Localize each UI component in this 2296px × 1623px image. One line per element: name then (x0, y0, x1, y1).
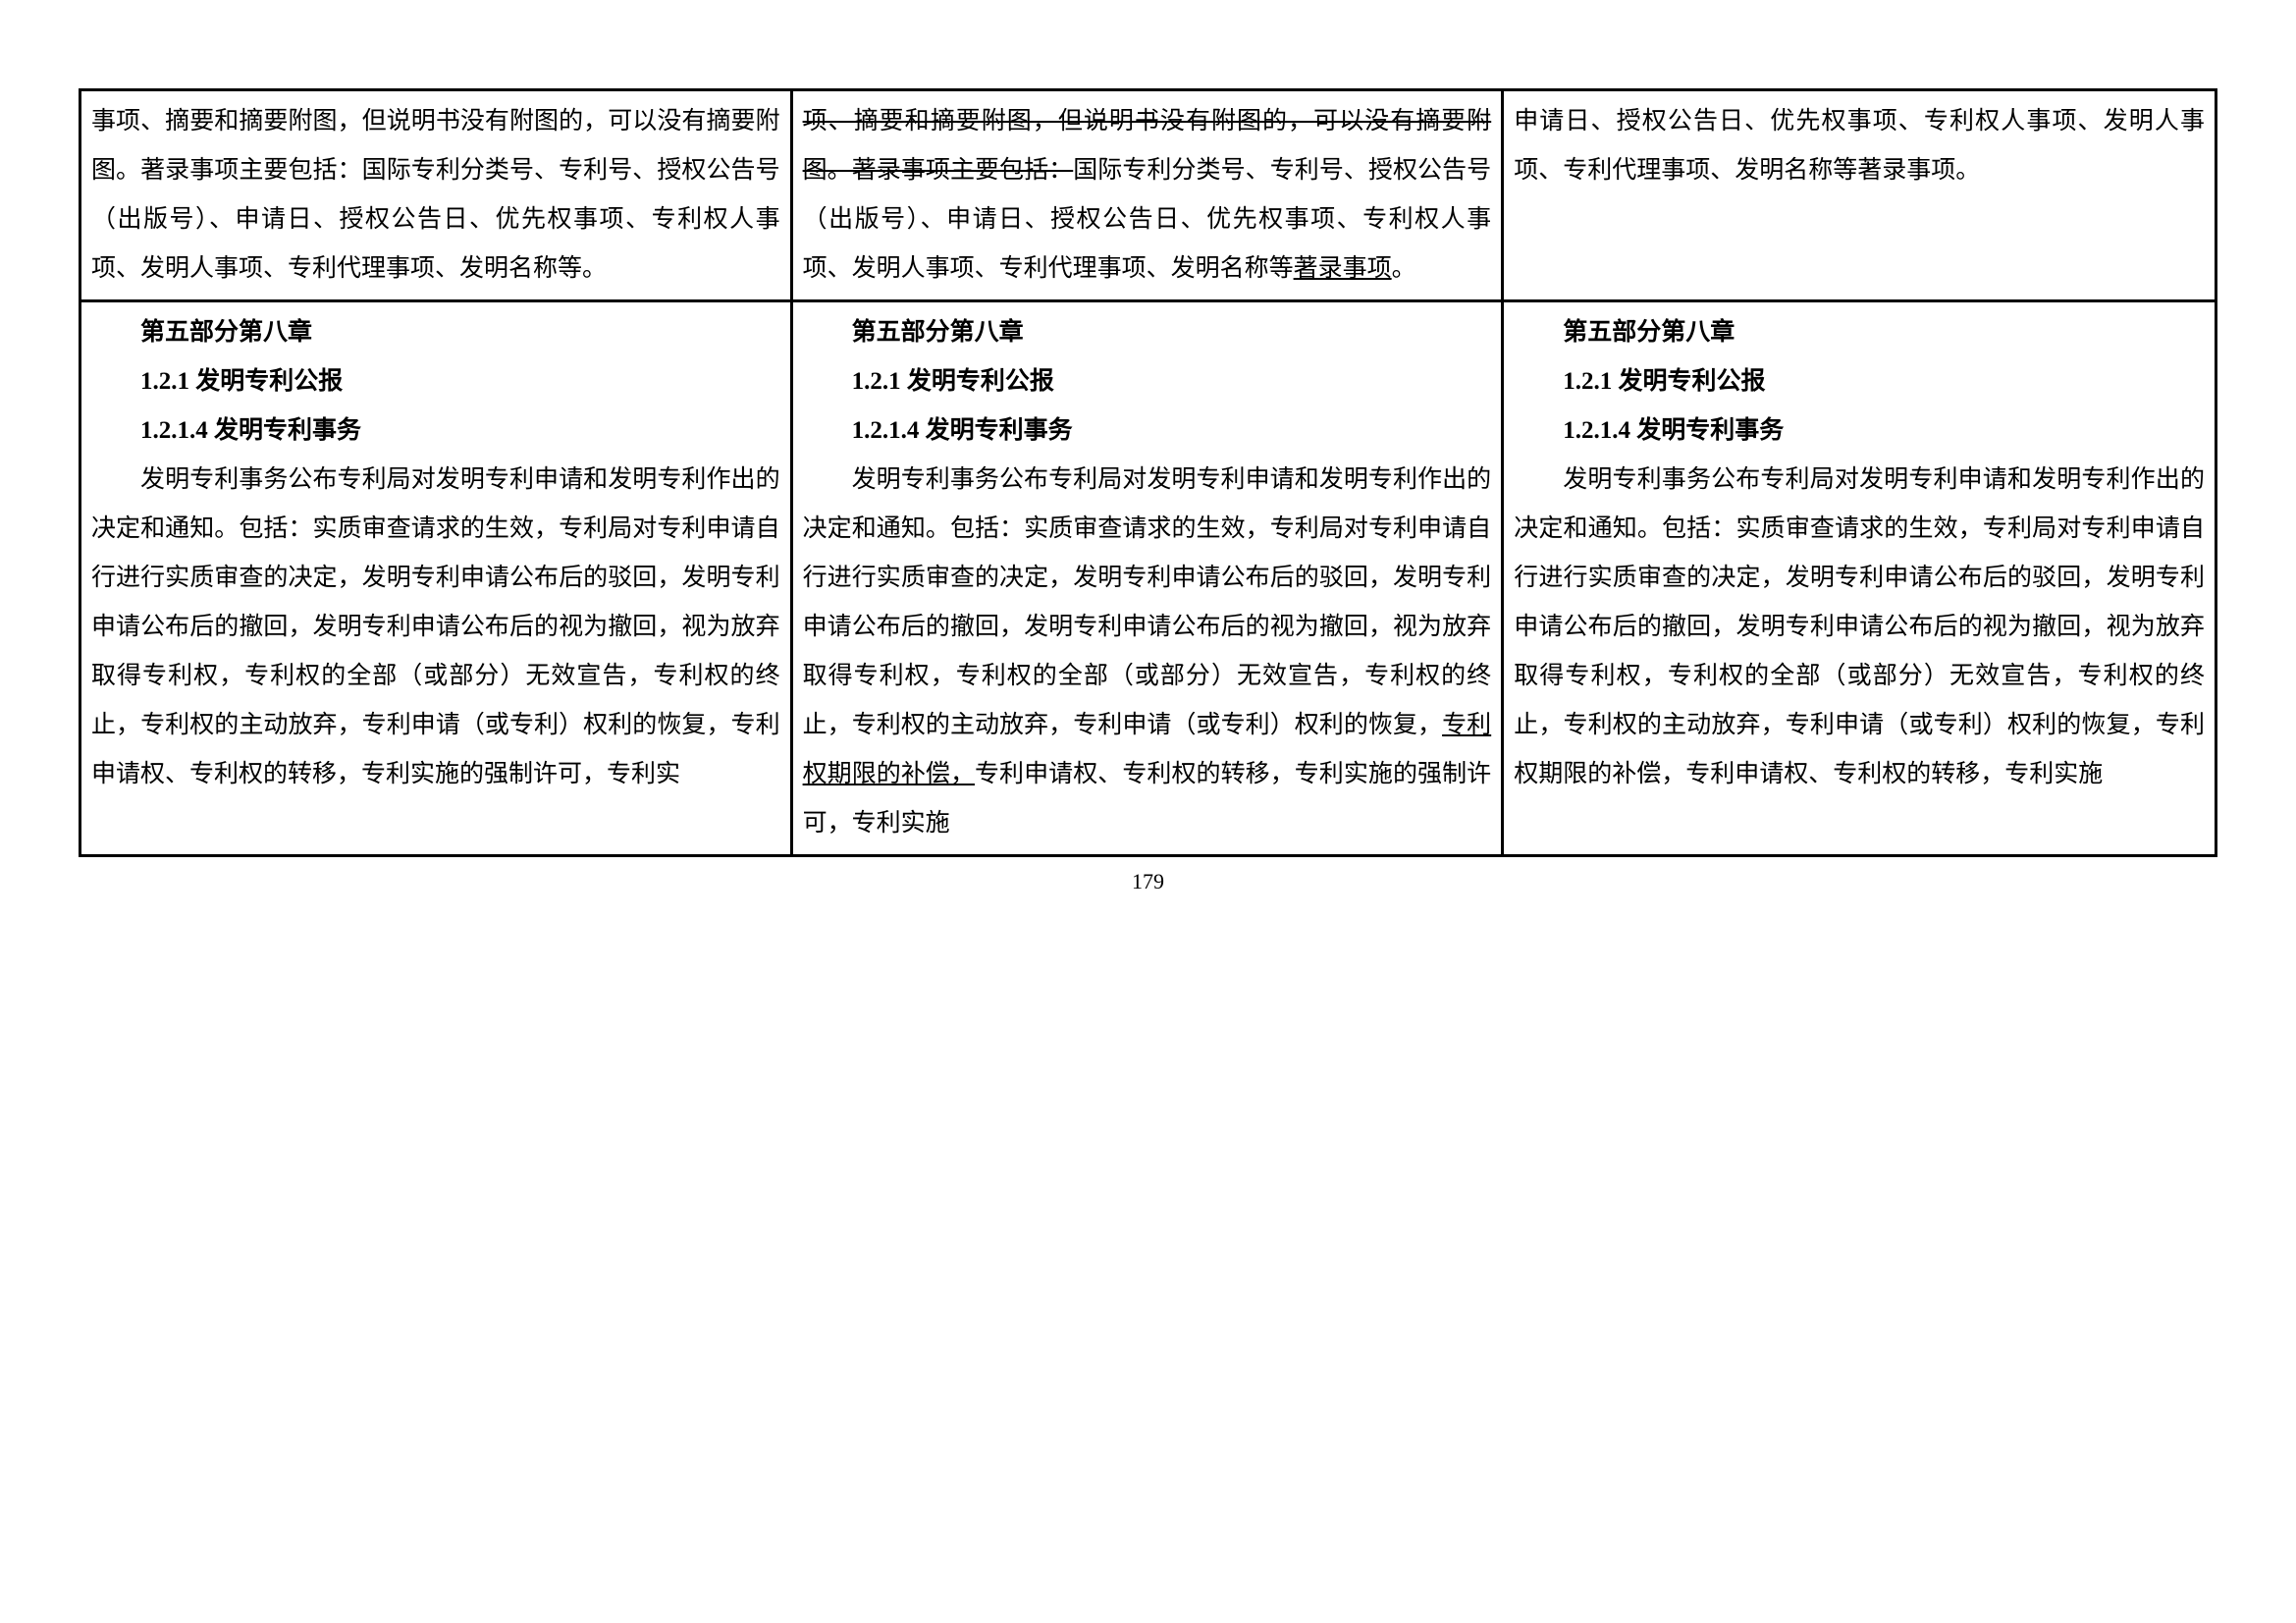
body-text: 申请日、授权公告日、优先权事项、专利权人事项、发明人事项、专利代理事项、发明名称… (1514, 97, 2205, 195)
section-heading: 第五部分第八章 (91, 308, 780, 357)
page-number: 179 (79, 869, 2217, 894)
plain-text: 发明专利事务公布专利局对发明专利申请和发明专利作出的决定和通知。包括：实质审查请… (803, 466, 1492, 738)
table-row: 第五部分第八章 1.2.1 发明专利公报 1.2.1.4 发明专利事务 发明专利… (80, 301, 2216, 856)
document-page: 事项、摘要和摘要附图，但说明书没有附图的，可以没有摘要附图。著录事项主要包括：国… (79, 88, 2217, 894)
cell-r2-c2: 第五部分第八章 1.2.1 发明专利公报 1.2.1.4 发明专利事务 发明专利… (791, 301, 1503, 856)
cell-r1-c2: 项、摘要和摘要附图，但说明书没有附图的，可以没有摘要附图。著录事项主要包括：国际… (791, 90, 1503, 301)
section-heading: 第五部分第八章 (803, 308, 1492, 357)
cell-r2-c3: 第五部分第八章 1.2.1 发明专利公报 1.2.1.4 发明专利事务 发明专利… (1503, 301, 2216, 856)
underline-text: 著录事项 (1294, 255, 1392, 282)
section-heading: 1.2.1 发明专利公报 (91, 357, 780, 406)
section-heading: 第五部分第八章 (1514, 308, 2205, 357)
cell-r1-c3: 申请日、授权公告日、优先权事项、专利权人事项、发明人事项、专利代理事项、发明名称… (1503, 90, 2216, 301)
body-text: 发明专利事务公布专利局对发明专利申请和发明专利作出的决定和通知。包括：实质审查请… (91, 456, 780, 799)
table-row: 事项、摘要和摘要附图，但说明书没有附图的，可以没有摘要附图。著录事项主要包括：国… (80, 90, 2216, 301)
body-text: 项、摘要和摘要附图，但说明书没有附图的，可以没有摘要附图。著录事项主要包括：国际… (803, 97, 1492, 294)
comparison-table: 事项、摘要和摘要附图，但说明书没有附图的，可以没有摘要附图。著录事项主要包括：国… (79, 88, 2217, 857)
section-heading: 1.2.1.4 发明专利事务 (803, 406, 1492, 456)
body-text: 发明专利事务公布专利局对发明专利申请和发明专利作出的决定和通知。包括：实质审查请… (1514, 456, 2205, 799)
section-heading: 1.2.1 发明专利公报 (1514, 357, 2205, 406)
body-text: 发明专利事务公布专利局对发明专利申请和发明专利作出的决定和通知。包括：实质审查请… (803, 456, 1492, 848)
section-heading: 1.2.1 发明专利公报 (803, 357, 1492, 406)
body-text: 事项、摘要和摘要附图，但说明书没有附图的，可以没有摘要附图。著录事项主要包括：国… (91, 97, 780, 294)
cell-r2-c1: 第五部分第八章 1.2.1 发明专利公报 1.2.1.4 发明专利事务 发明专利… (80, 301, 792, 856)
cell-r1-c1: 事项、摘要和摘要附图，但说明书没有附图的，可以没有摘要附图。著录事项主要包括：国… (80, 90, 792, 301)
plain-text: 。 (1392, 255, 1416, 282)
section-heading: 1.2.1.4 发明专利事务 (91, 406, 780, 456)
section-heading: 1.2.1.4 发明专利事务 (1514, 406, 2205, 456)
